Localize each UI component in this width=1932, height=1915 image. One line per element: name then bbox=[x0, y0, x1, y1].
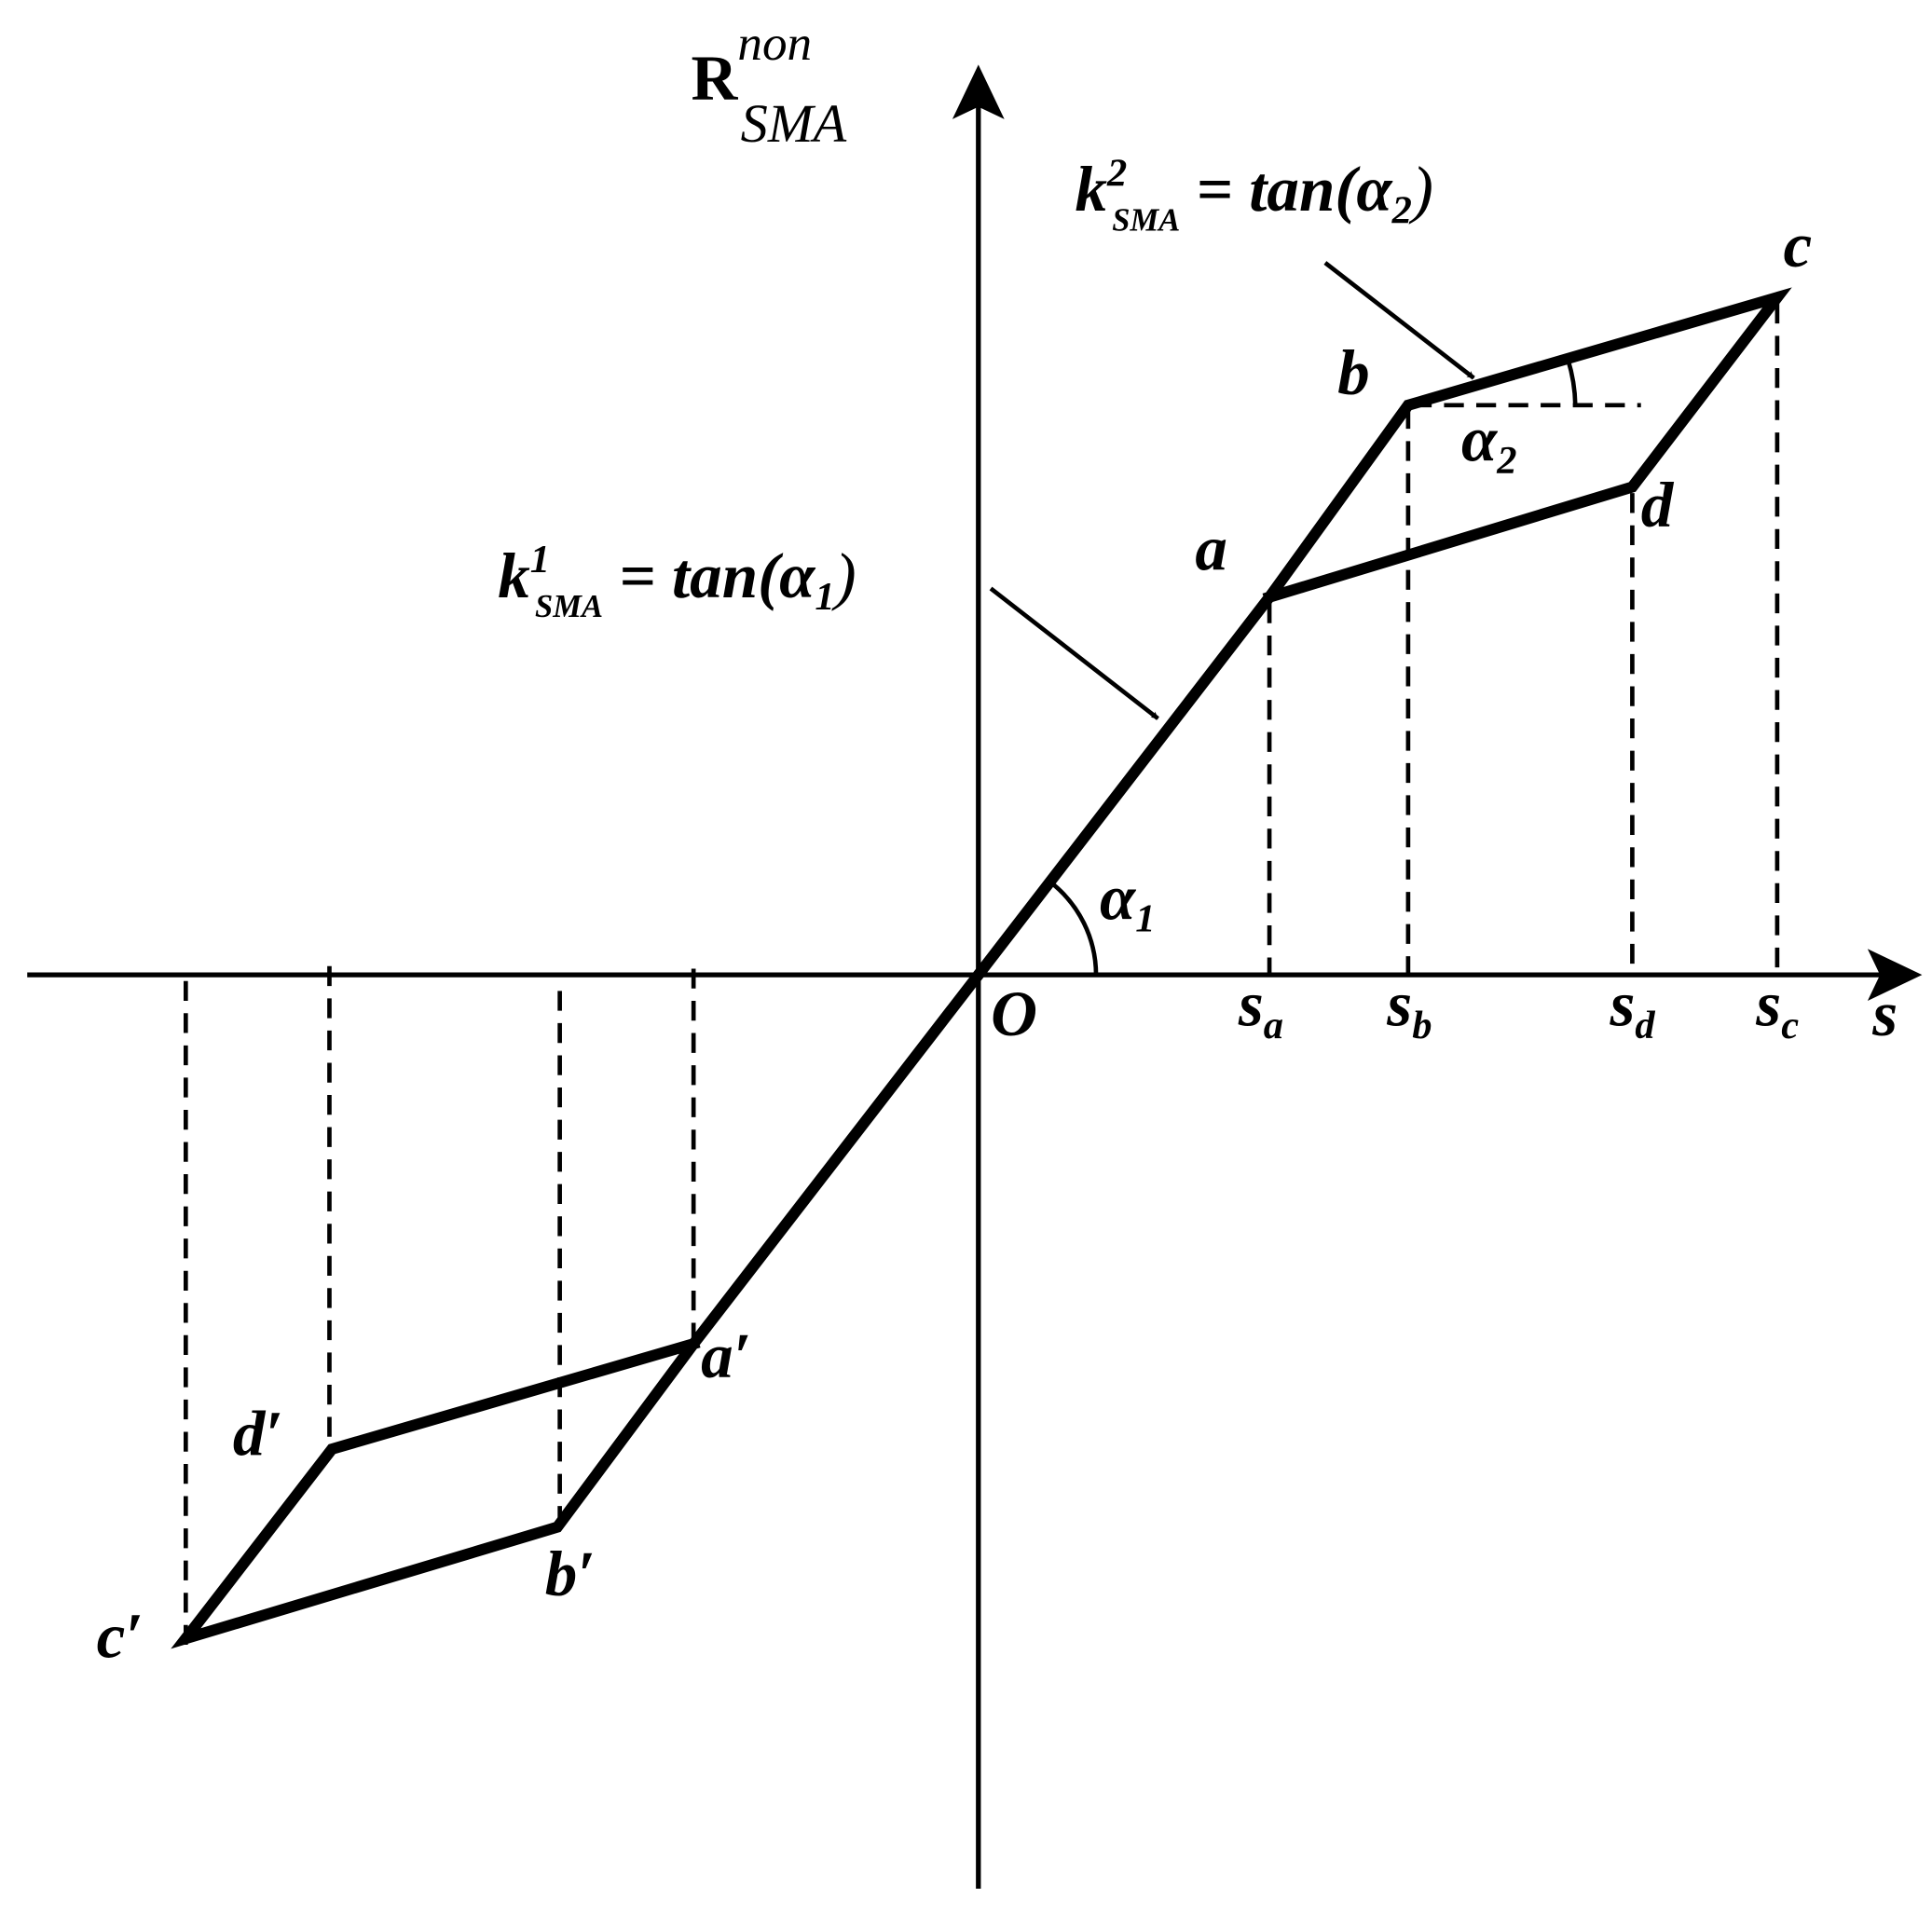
x-mark: sc bbox=[1755, 968, 1799, 1047]
eq-greek: α bbox=[779, 540, 816, 611]
mark-base: s bbox=[1755, 968, 1781, 1040]
label-base: R bbox=[691, 42, 738, 114]
pointer-arrow bbox=[989, 586, 1159, 720]
eq-sub: SMA bbox=[1112, 202, 1180, 238]
mark-sub: b bbox=[1412, 1004, 1432, 1047]
angle-label: α1 bbox=[1100, 861, 1155, 940]
angle-sub: 1 bbox=[1135, 897, 1155, 941]
eq-end: ) bbox=[831, 540, 856, 611]
point-label: b′ bbox=[545, 1538, 596, 1609]
point-label: a bbox=[1195, 513, 1227, 584]
eq-end: ) bbox=[1408, 153, 1433, 225]
angle-sub: 2 bbox=[1496, 439, 1516, 483]
mark-base: s bbox=[1610, 968, 1636, 1040]
point-label: d bbox=[1641, 469, 1675, 540]
eq-greek-sub: 2 bbox=[1391, 188, 1412, 232]
angle-base: α bbox=[1100, 861, 1137, 933]
eq-sup: 2 bbox=[1106, 152, 1127, 196]
angle-arc-1 bbox=[1048, 880, 1099, 976]
origin-label: O bbox=[991, 978, 1037, 1049]
x-axis-arrow bbox=[1867, 949, 1923, 1002]
mark-base: s bbox=[1238, 968, 1264, 1040]
pointer-arrow bbox=[1323, 261, 1475, 380]
point-label: c′ bbox=[97, 1599, 144, 1671]
angle-label: α2 bbox=[1461, 404, 1517, 483]
label-sub: SMA bbox=[741, 93, 847, 154]
eq-sub: SMA bbox=[535, 589, 603, 624]
eq-base: k bbox=[498, 540, 530, 611]
eq-middle: = tan( bbox=[1180, 153, 1361, 225]
x-axis-label: s bbox=[1871, 978, 1898, 1049]
mark-sub: a bbox=[1264, 1004, 1283, 1047]
eq-greek-sub: 1 bbox=[815, 575, 834, 619]
mark-sub: c bbox=[1781, 1004, 1799, 1047]
guides bbox=[184, 303, 1780, 1648]
equation: k1 SMA = tan(α1) bbox=[498, 538, 856, 624]
point-label: c bbox=[1784, 209, 1813, 280]
point-label: b bbox=[1337, 336, 1370, 408]
label-sup: non bbox=[737, 17, 812, 71]
loop-negative bbox=[171, 966, 987, 1649]
loop-positive bbox=[970, 287, 1792, 983]
angle-base: α bbox=[1461, 404, 1499, 475]
mark-sub: d bbox=[1635, 1004, 1655, 1047]
equation: k2 SMA = tan(α2) bbox=[1075, 152, 1432, 239]
x-mark: sa bbox=[1238, 968, 1283, 1047]
x-mark: sd bbox=[1610, 968, 1656, 1047]
point-label: d′ bbox=[233, 1398, 283, 1470]
mark-base: s bbox=[1386, 968, 1412, 1040]
eq-middle: = tan( bbox=[603, 540, 784, 611]
eq-sup: 1 bbox=[530, 538, 550, 581]
y-axis-label: Rnon SMA bbox=[691, 17, 846, 154]
point-label: a′ bbox=[701, 1320, 751, 1391]
angle-arc-2 bbox=[1566, 358, 1578, 405]
y-axis-arrow bbox=[952, 64, 1005, 119]
eq-base: k bbox=[1075, 153, 1107, 225]
x-mark: sb bbox=[1386, 968, 1432, 1047]
eq-greek: α bbox=[1356, 153, 1393, 225]
